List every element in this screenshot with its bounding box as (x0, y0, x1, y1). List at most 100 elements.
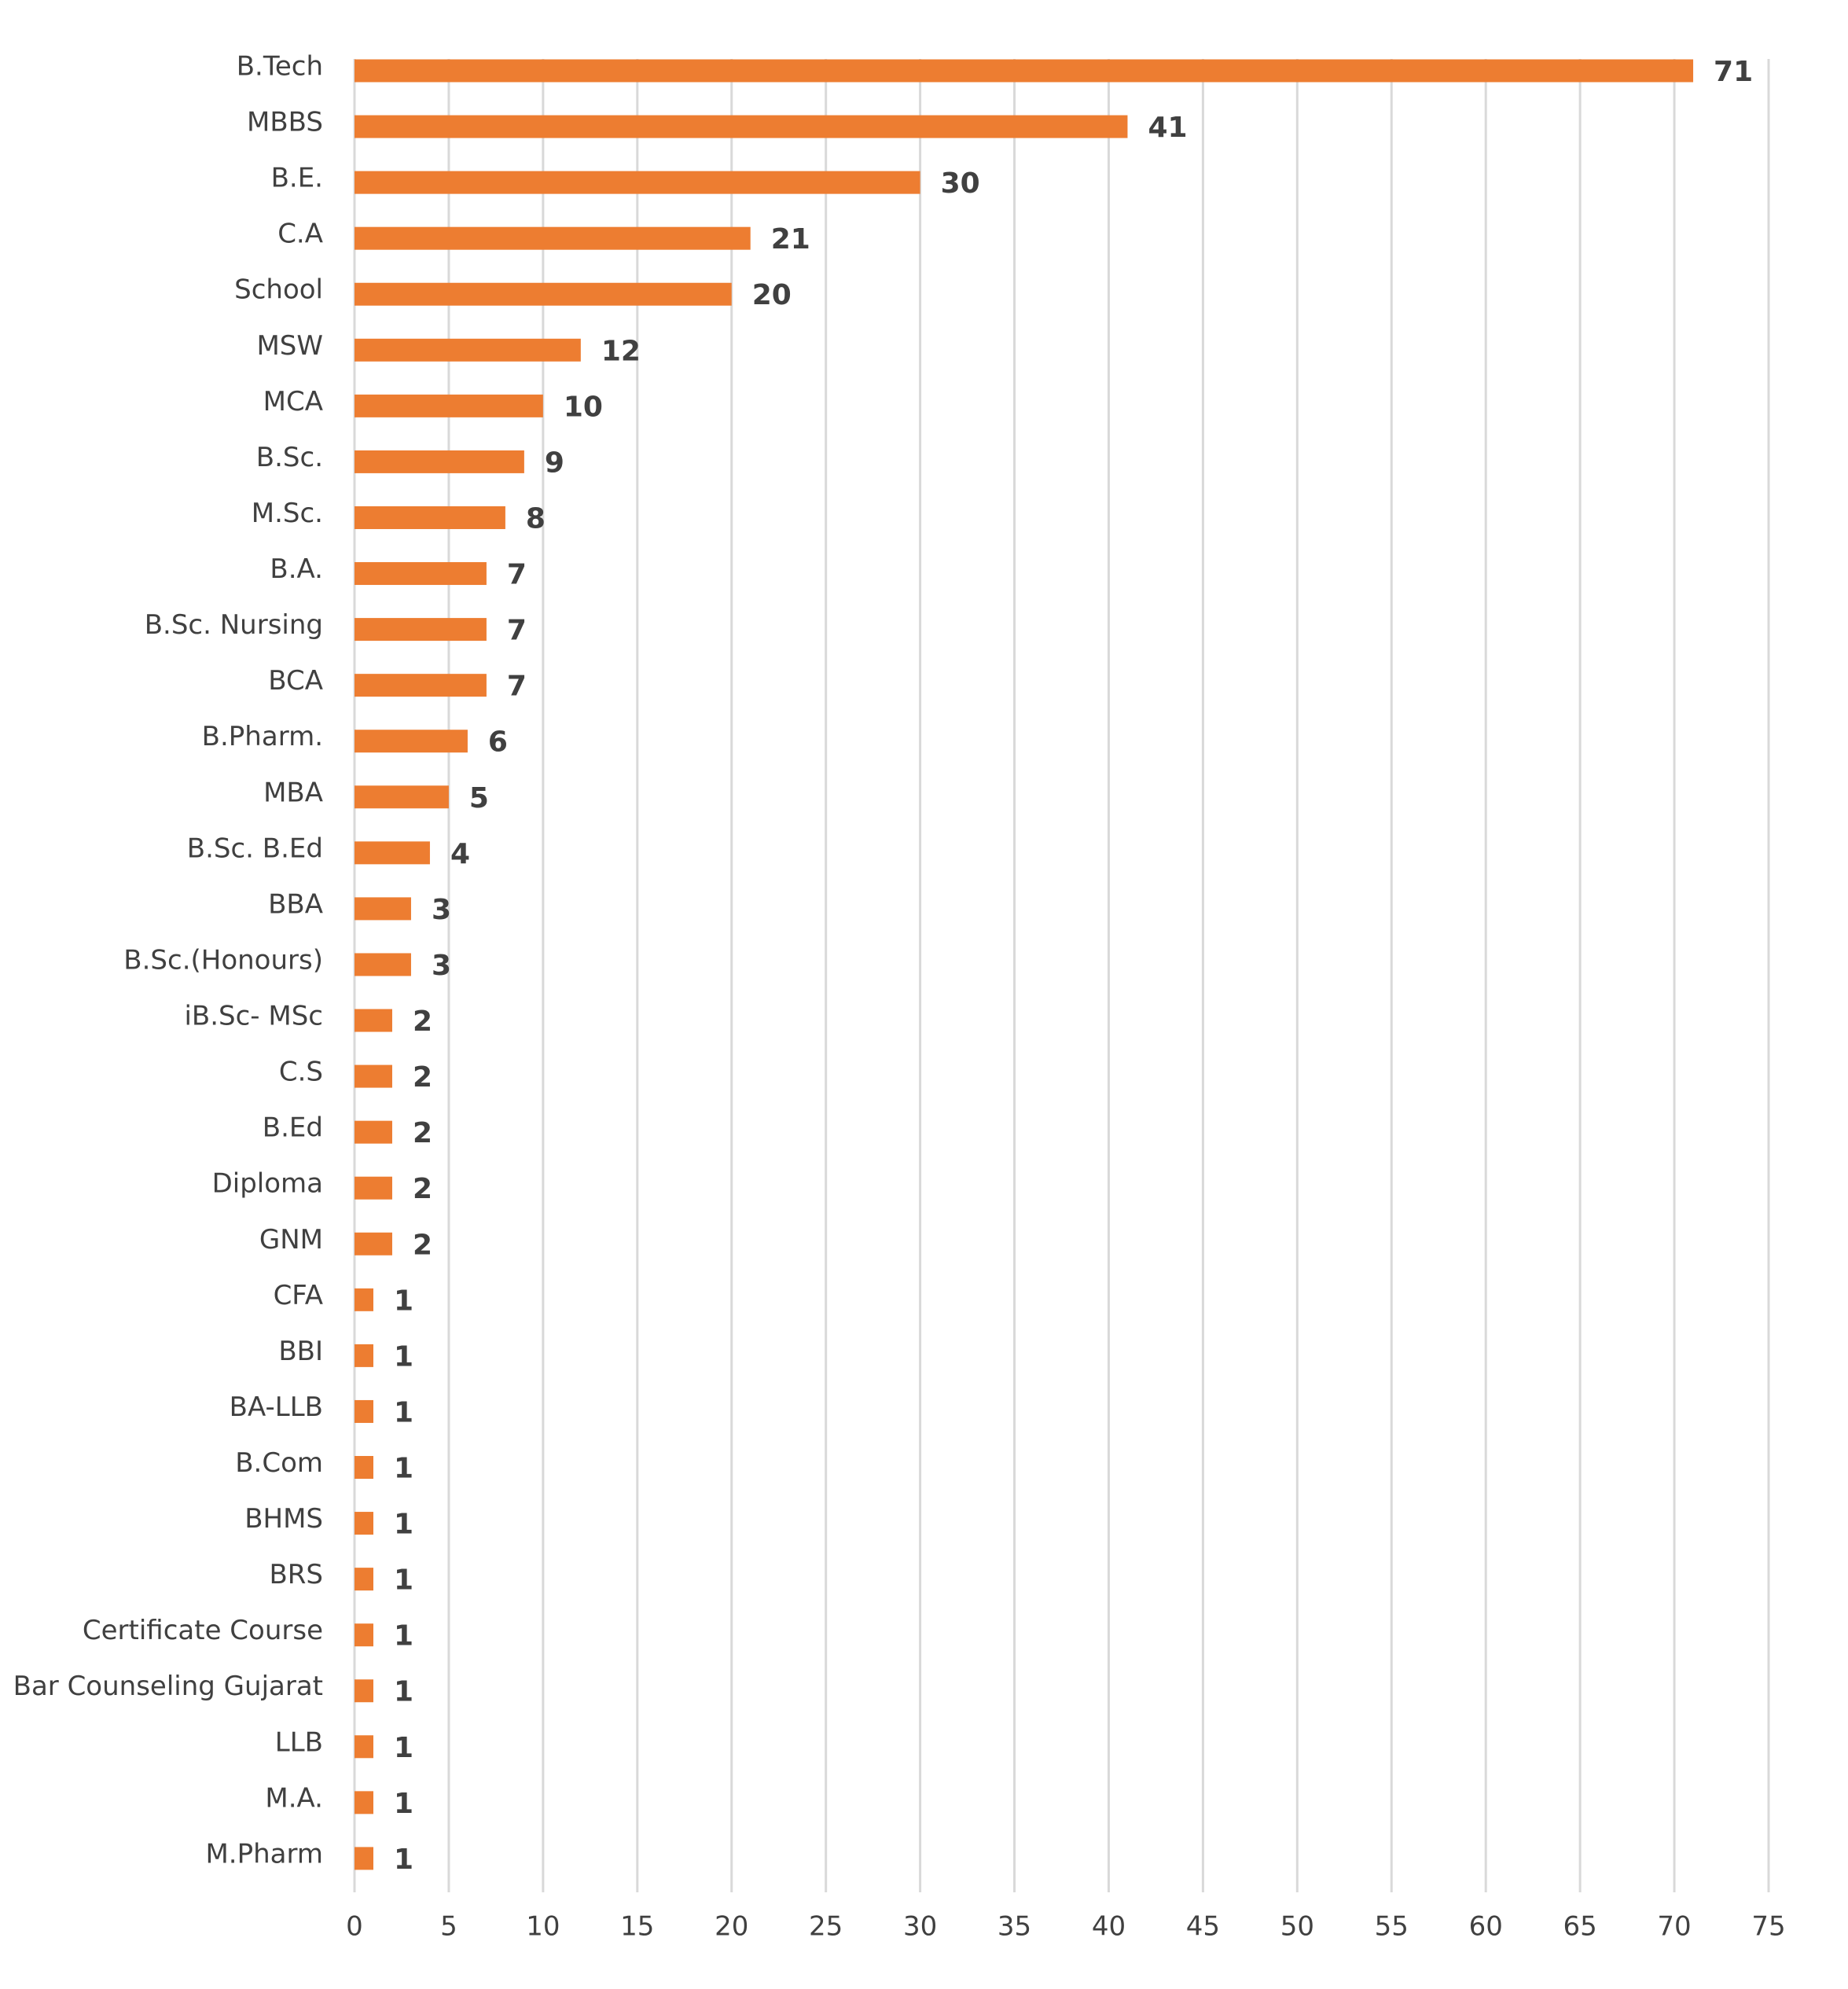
category-label: BA-LLB (230, 1392, 323, 1423)
bar (355, 1791, 373, 1814)
data-label: 41 (1148, 112, 1187, 144)
bar (355, 1847, 373, 1870)
data-label: 20 (752, 279, 792, 311)
data-label: 3 (432, 950, 451, 982)
category-label: B.Sc. B.Ed (187, 833, 323, 864)
data-label: 1 (394, 1676, 413, 1708)
bar (355, 1512, 373, 1535)
data-label: 2 (413, 1173, 432, 1205)
data-label: 5 (469, 782, 489, 814)
category-label: C.S (279, 1057, 323, 1088)
x-tick-label: 30 (903, 1911, 937, 1943)
category-label: BBI (278, 1336, 323, 1367)
x-tick-label: 75 (1751, 1911, 1785, 1943)
category-labels: B.Tech MBBS B.E. C.A School MSW MCA B.Sc. M.Sc. B… (13, 51, 323, 1870)
category-label: M.Sc. (252, 498, 323, 529)
category-label: MBBS (247, 107, 323, 138)
category-label: B.Com (235, 1447, 323, 1479)
data-label: 8 (526, 502, 546, 535)
bar (355, 730, 468, 753)
category-label: C.A (277, 219, 323, 250)
bar (355, 1176, 392, 1200)
data-label: 12 (601, 335, 641, 367)
bar (355, 897, 411, 921)
bar (355, 1009, 392, 1032)
bar (355, 171, 920, 194)
data-label: 1 (394, 1285, 413, 1317)
x-tick-label: 55 (1375, 1911, 1409, 1943)
data-label: 6 (488, 726, 508, 759)
category-label: BHMS (244, 1503, 323, 1535)
data-label: 1 (394, 1509, 413, 1541)
data-label: 2 (413, 1006, 432, 1038)
data-label: 1 (394, 1564, 413, 1597)
x-tick-label: 45 (1186, 1911, 1220, 1943)
category-label: CFA (274, 1280, 323, 1311)
category-label: iB.Sc- MSc (184, 1001, 323, 1032)
x-axis-tick-labels: 0 5 10 15 20 25 30 35 40 45 50 55 60 65 70 75 (346, 1911, 1785, 1943)
x-tick-label: 10 (526, 1911, 560, 1943)
bar (355, 1288, 373, 1311)
category-label: M.A. (265, 1782, 323, 1814)
category-label: BCA (268, 665, 323, 697)
data-label: 3 (432, 894, 451, 926)
category-label: M.Pharm (205, 1838, 323, 1870)
category-label: MBA (263, 777, 323, 808)
category-label: B.Tech (237, 51, 323, 83)
data-label: 30 (941, 167, 980, 200)
x-tick-label: 0 (346, 1911, 363, 1943)
bar (355, 1064, 392, 1088)
category-label: B.Sc.(Honours) (123, 944, 323, 976)
category-label: BBA (268, 888, 323, 920)
bar (355, 1456, 373, 1479)
x-tick-label: 15 (620, 1911, 654, 1943)
bar (355, 59, 1694, 83)
data-label: 1 (394, 1844, 413, 1876)
category-label: B.Sc. (256, 442, 323, 473)
category-label: MCA (263, 386, 323, 417)
x-tick-label: 20 (715, 1911, 748, 1943)
bar (355, 450, 524, 473)
category-label: GNM (259, 1224, 323, 1256)
bar (355, 841, 430, 865)
bar (355, 115, 1128, 138)
x-tick-label: 70 (1657, 1911, 1691, 1943)
x-tick-label: 5 (440, 1911, 457, 1943)
category-label: Certificate Course (83, 1615, 323, 1646)
data-label: 7 (507, 671, 527, 703)
bar (355, 1623, 373, 1647)
bar (355, 1344, 373, 1367)
data-label: 1 (394, 1453, 413, 1485)
category-label: B.Sc. Nursing (145, 609, 323, 641)
data-label: 1 (394, 1396, 413, 1428)
bar (355, 674, 487, 697)
data-label: 1 (394, 1340, 413, 1373)
gridlines (353, 59, 1770, 1892)
data-label: 1 (394, 1732, 413, 1764)
data-label: 10 (564, 391, 603, 423)
bar (355, 506, 505, 529)
data-label: 7 (507, 615, 527, 647)
x-tick-label: 50 (1280, 1911, 1314, 1943)
bar (355, 618, 487, 642)
data-label: 2 (413, 1117, 432, 1149)
category-label: B.A. (270, 553, 323, 585)
bar (355, 1568, 373, 1591)
category-label: B.E. (271, 163, 323, 194)
bar (355, 785, 449, 809)
category-label: MSW (256, 330, 323, 362)
bar (355, 226, 751, 250)
data-label: 2 (413, 1061, 432, 1094)
bar (355, 1399, 373, 1423)
data-label: 9 (545, 447, 564, 479)
bar (355, 562, 487, 586)
bar (355, 282, 732, 306)
x-tick-label: 40 (1092, 1911, 1126, 1943)
bar (355, 1679, 373, 1703)
x-tick-label: 35 (997, 1911, 1031, 1943)
bars (355, 59, 1694, 1870)
category-label: BRS (269, 1559, 323, 1590)
data-label: 21 (771, 223, 810, 256)
